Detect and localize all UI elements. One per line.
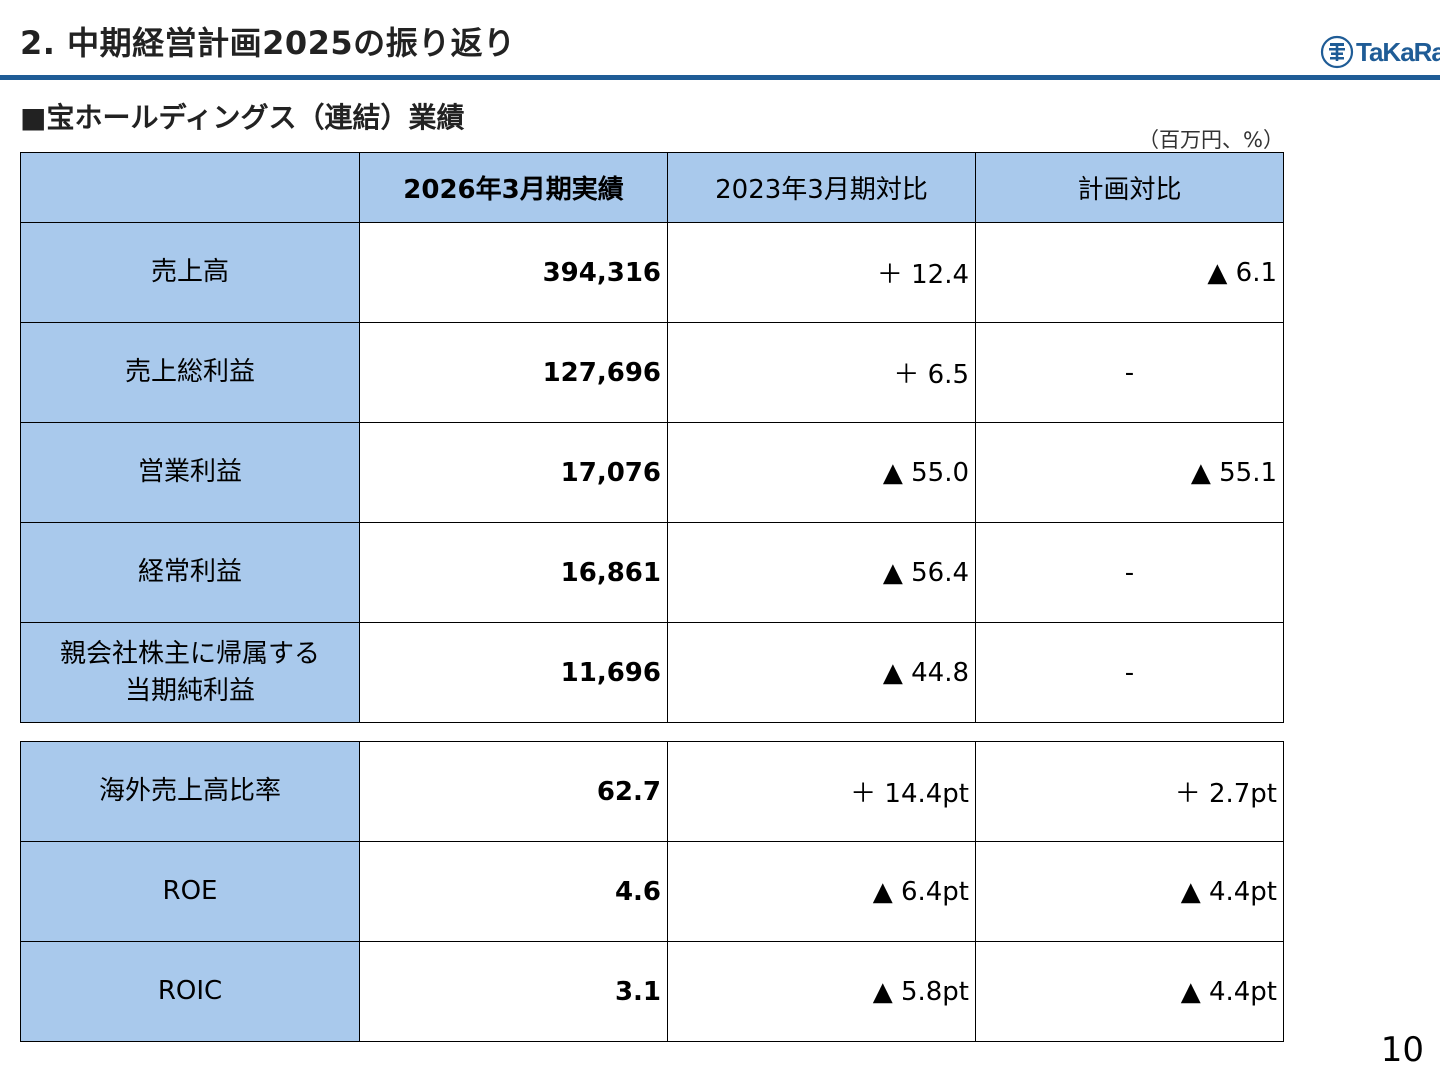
table-row: 海外売上高比率 62.7 ＋ 14.4pt ＋ 2.7pt	[20, 741, 1284, 842]
table-row: 親会社株主に帰属する 当期純利益 11,696 ▲ 44.8 -	[20, 622, 1284, 723]
table-row: ROE 4.6 ▲ 6.4pt ▲ 4.4pt	[20, 841, 1284, 942]
table-row: 経常利益 16,861 ▲ 56.4 -	[20, 522, 1284, 623]
page-number: 10	[1380, 1030, 1424, 1070]
vs-plan-value: ▲ 4.4pt	[975, 841, 1284, 942]
vs-plan-value: ▲ 55.1	[975, 422, 1284, 523]
vs-2023-value: ▲ 44.8	[667, 622, 976, 723]
row-label: 売上高	[20, 222, 360, 323]
row-label-line: 当期純利益	[124, 675, 255, 706]
vs-2023-value: ＋ 6.5	[667, 322, 976, 423]
table-row: 営業利益 17,076 ▲ 55.0 ▲ 55.1	[20, 422, 1284, 523]
takara-logo: TaKaRa	[1320, 34, 1440, 70]
row-label-line: 親会社株主に帰属する	[59, 639, 320, 670]
vs-plan-value: -	[975, 622, 1284, 723]
vs-plan-value: ＋ 2.7pt	[975, 741, 1284, 842]
row-label: ROE	[20, 841, 360, 942]
actual-value: 3.1	[359, 941, 668, 1042]
actual-value: 16,861	[359, 522, 668, 623]
actual-value: 127,696	[359, 322, 668, 423]
vs-2023-value: ＋ 14.4pt	[667, 741, 976, 842]
table-header-row: 2026年3月期実績 2023年3月期対比 計画対比	[20, 152, 1284, 223]
vs-2023-value: ▲ 5.8pt	[667, 941, 976, 1042]
table-row: 売上総利益 127,696 ＋ 6.5 -	[20, 322, 1284, 423]
actual-value: 394,316	[359, 222, 668, 323]
vs-plan-value: -	[975, 322, 1284, 423]
header-actual: 2026年3月期実績	[359, 152, 668, 223]
vs-plan-value: ▲ 6.1	[975, 222, 1284, 323]
header-empty	[20, 152, 360, 223]
vs-plan-value: -	[975, 522, 1284, 623]
table-row: ROIC 3.1 ▲ 5.8pt ▲ 4.4pt	[20, 941, 1284, 1042]
vs-2023-value: ▲ 56.4	[667, 522, 976, 623]
unit-note: （百万円、%）	[1138, 128, 1284, 152]
table-row: 売上高 394,316 ＋ 12.4 ▲ 6.1	[20, 222, 1284, 323]
actual-value: 11,696	[359, 622, 668, 723]
row-label: 経常利益	[20, 522, 360, 623]
row-label: ROIC	[20, 941, 360, 1042]
vs-2023-value: ▲ 55.0	[667, 422, 976, 523]
ratio-table: 海外売上高比率 62.7 ＋ 14.4pt ＋ 2.7pt ROE 4.6 ▲ …	[20, 741, 1284, 1042]
actual-value: 17,076	[359, 422, 668, 523]
row-label: 売上総利益	[20, 322, 360, 423]
vs-plan-value: ▲ 4.4pt	[975, 941, 1284, 1042]
header-vs-plan: 計画対比	[975, 152, 1284, 223]
logo-wordmark: TaKaRa	[1356, 36, 1440, 67]
section-title: ■宝ホールディングス（連結）業績	[20, 101, 465, 134]
actual-value: 62.7	[359, 741, 668, 842]
actual-value: 4.6	[359, 841, 668, 942]
takara-emblem-icon	[1320, 35, 1354, 69]
results-table: 2026年3月期実績 2023年3月期対比 計画対比 売上高 394,316 ＋…	[20, 152, 1284, 723]
vs-2023-value: ＋ 12.4	[667, 222, 976, 323]
row-label: 親会社株主に帰属する 当期純利益	[20, 622, 360, 723]
header-vs-2023: 2023年3月期対比	[667, 152, 976, 223]
title-divider	[0, 75, 1440, 80]
row-label: 海外売上高比率	[20, 741, 360, 842]
row-label: 営業利益	[20, 422, 360, 523]
page-title: 2. 中期経営計画2025の振り返り	[20, 24, 516, 62]
vs-2023-value: ▲ 6.4pt	[667, 841, 976, 942]
